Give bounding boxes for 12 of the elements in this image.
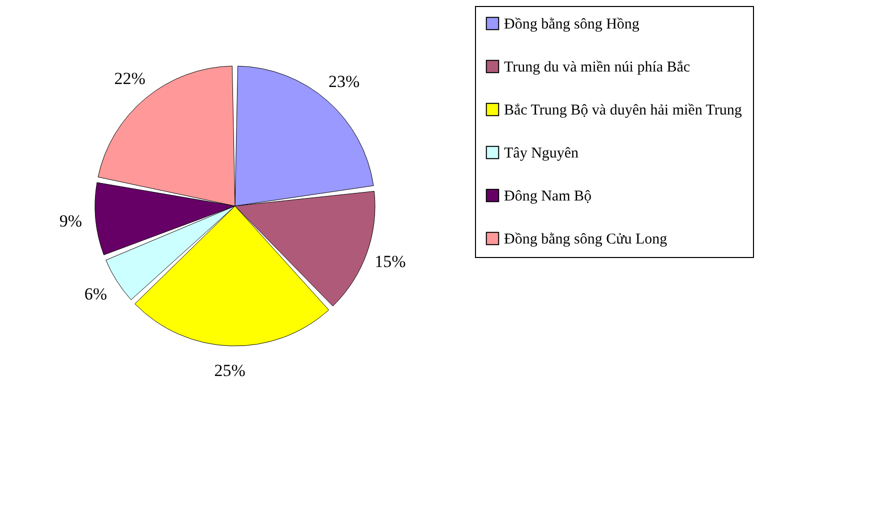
data-label: 15%: [374, 252, 406, 271]
data-label: 9%: [59, 212, 82, 231]
legend-label: Tây Nguyên: [504, 146, 580, 162]
legend-label: Trung du và miền núi phía Bắc: [504, 60, 690, 76]
data-label: 6%: [84, 284, 108, 304]
legend-label: Đồng bằng sông Cửu Long: [504, 232, 668, 248]
data-label: 22%: [114, 68, 146, 88]
legend-label: Đồng bằng sông Hồng: [504, 16, 640, 32]
legend-label: Bắc Trung Bộ và duyên hải miền Trung: [504, 102, 742, 118]
data-label: 23%: [328, 72, 360, 92]
data-label: 25%: [214, 360, 246, 380]
legend-label: Đông Nam Bộ: [504, 188, 592, 204]
